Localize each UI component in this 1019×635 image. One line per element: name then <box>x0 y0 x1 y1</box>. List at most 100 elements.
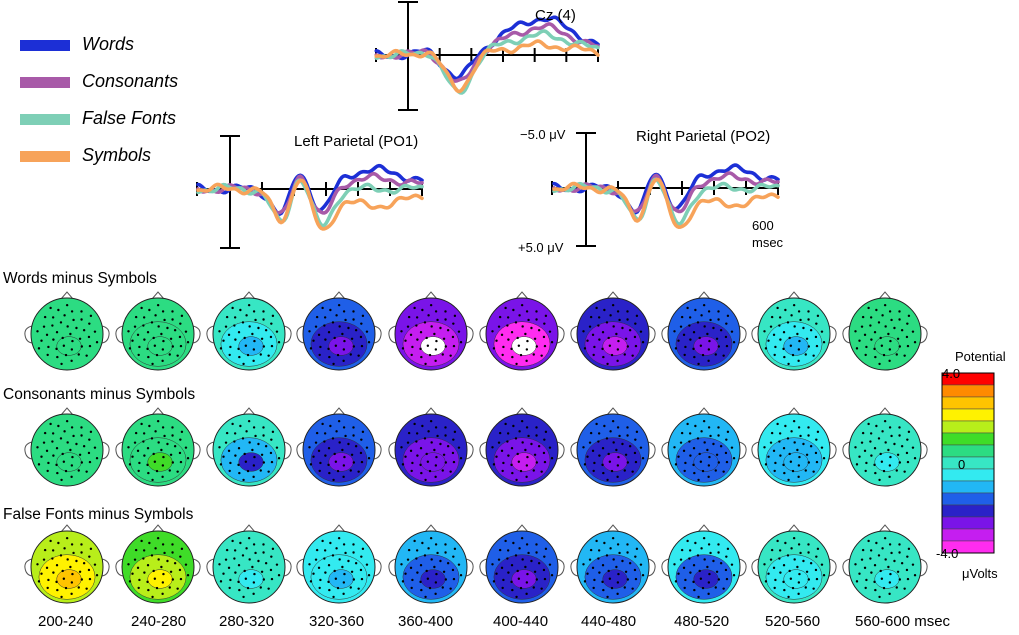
electrode-dot <box>453 547 457 551</box>
electrode-dot <box>138 461 141 465</box>
electrode-dot <box>633 568 637 572</box>
erp-trace-symbols <box>196 178 424 231</box>
electrode-dot <box>243 336 246 340</box>
electrode-dot <box>233 557 236 560</box>
electrode-dot <box>229 578 232 582</box>
electrode-dot <box>881 547 884 550</box>
electrode-dot <box>352 434 355 437</box>
electrode-dot <box>137 469 140 473</box>
electrode-dot <box>131 572 134 575</box>
electrode-dot <box>314 558 318 561</box>
electrode-dot <box>631 587 634 590</box>
electrode-dot <box>218 446 221 449</box>
electrode-dot <box>338 441 341 444</box>
topo-map <box>570 407 656 487</box>
electrode-dot <box>424 595 427 599</box>
electrode-dot <box>689 338 692 341</box>
electrode-dot <box>618 551 621 555</box>
electrode-dot <box>133 441 137 444</box>
electrode-dot <box>873 347 876 351</box>
electrode-dot <box>591 333 595 337</box>
electrode-dot <box>433 332 436 336</box>
electrode-dot <box>314 441 318 444</box>
electrode-dot <box>451 335 455 339</box>
electrode-dot <box>142 557 145 560</box>
electrode-dot <box>537 562 541 565</box>
right-ear <box>192 325 201 344</box>
electrode-dot <box>152 569 155 573</box>
electrode-dot <box>615 448 618 452</box>
topo-map <box>842 524 928 604</box>
electrode-dot <box>335 547 338 550</box>
electrode-dot <box>861 431 865 435</box>
electrode-dot <box>244 460 248 463</box>
topo-map <box>115 524 201 604</box>
electrode-dot <box>406 558 410 561</box>
electrode-dot <box>501 469 504 473</box>
electrode-dot <box>510 331 514 334</box>
electrode-dot <box>428 469 432 473</box>
electrode-dot <box>874 355 877 359</box>
topo-base <box>849 531 921 603</box>
electrode-dot <box>150 321 154 324</box>
electrode-dot <box>504 422 507 426</box>
electrode-dot <box>251 448 254 452</box>
electrode-dot <box>506 432 510 435</box>
electrode-dot <box>525 426 529 429</box>
electrode-dot <box>425 452 428 456</box>
electrode-dot <box>898 551 901 554</box>
right-ear <box>192 441 201 460</box>
topo-peak <box>147 452 173 472</box>
electrode-dot <box>242 362 245 366</box>
electrode-dot <box>401 580 405 583</box>
electrode-dot <box>693 355 696 359</box>
electrode-dot <box>317 449 321 453</box>
electrode-dot <box>155 469 159 473</box>
electrode-dot <box>146 463 149 467</box>
electrode-dot <box>802 326 805 330</box>
electrode-dot <box>342 359 345 363</box>
electrode-dot <box>147 471 150 475</box>
electrode-dot <box>514 321 518 324</box>
electrode-dot <box>822 341 826 344</box>
electrode-dot <box>527 318 530 322</box>
electrode-dot <box>324 571 327 574</box>
electrode-dot <box>257 442 260 446</box>
electrode-dot <box>318 586 321 590</box>
electrode-dot <box>69 565 72 569</box>
electrode-dot <box>641 457 645 460</box>
nose <box>332 524 346 533</box>
electrode-dot <box>609 314 612 317</box>
electrode-dot <box>717 461 721 464</box>
electrode-dot <box>186 574 190 577</box>
electrode-dot <box>151 595 154 599</box>
electrode-dot <box>262 551 265 554</box>
electrode-dot <box>343 339 346 343</box>
electrode-dot <box>264 445 268 448</box>
electrode-dot <box>770 548 774 552</box>
electrode-dot <box>725 344 729 348</box>
electrode-dot <box>764 463 768 466</box>
electrode-dot <box>444 310 447 313</box>
electrode-dot <box>709 434 712 438</box>
electrode-dot <box>234 338 237 341</box>
electrode-dot <box>533 570 537 573</box>
electrode-dot <box>782 564 786 567</box>
electrode-dot <box>254 551 257 555</box>
electrode-dot <box>80 578 84 581</box>
electrode-dot <box>686 306 689 310</box>
electrode-dot <box>913 574 917 577</box>
electrode-dot <box>357 354 360 357</box>
electrode-dot <box>78 337 82 340</box>
legend-label: Symbols <box>82 145 152 165</box>
electrode-dot <box>224 558 228 561</box>
electrode-dot <box>696 321 700 324</box>
electrode-dot <box>626 318 629 321</box>
electrode-dot <box>631 354 634 357</box>
electrode-dot <box>262 345 266 348</box>
electrode-dot <box>93 563 97 566</box>
electrode-dot <box>157 558 160 561</box>
electrode-dot <box>147 588 150 592</box>
electrode-dot <box>497 441 501 444</box>
electrode-dot <box>730 330 734 333</box>
